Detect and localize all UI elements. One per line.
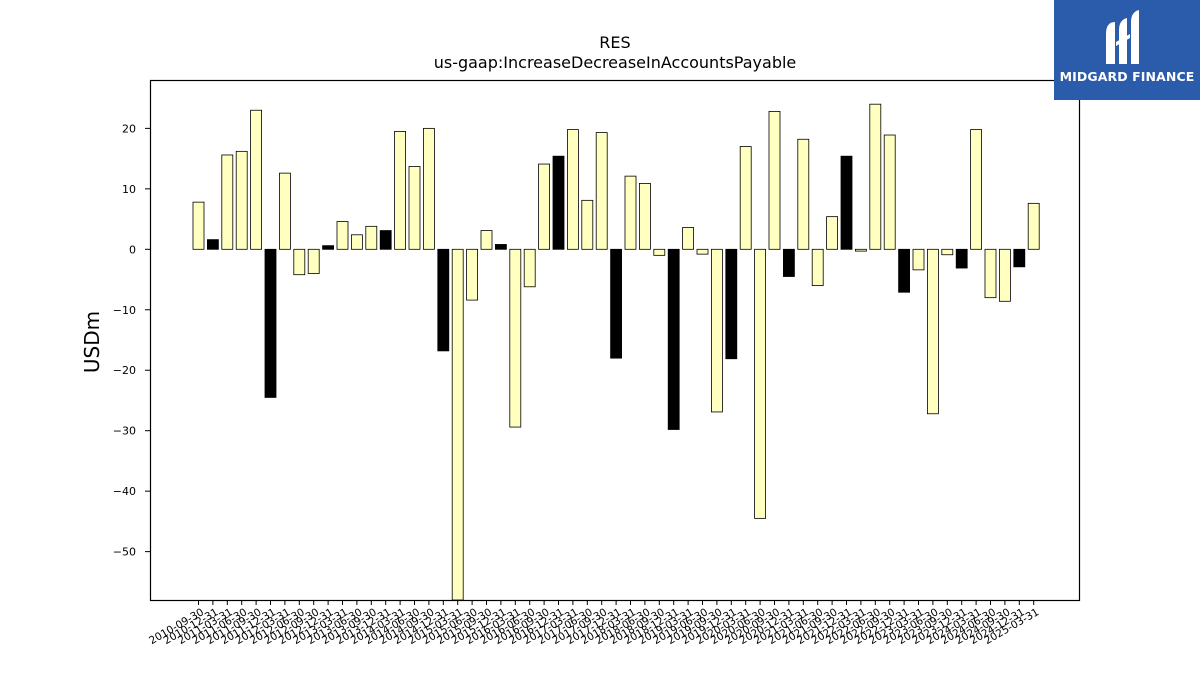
bar — [653, 248, 666, 256]
bar — [379, 230, 392, 250]
bar — [494, 244, 507, 250]
bar — [667, 248, 680, 430]
plot-frame — [149, 79, 1081, 602]
bar — [350, 234, 363, 250]
bar — [912, 248, 925, 271]
bar — [293, 248, 306, 276]
y-tick-label: −20 — [113, 364, 136, 377]
y-tick-label: 0 — [129, 243, 136, 256]
bar — [221, 154, 234, 250]
bar — [840, 155, 853, 250]
midgard-logo-icon — [1106, 10, 1139, 64]
bar — [509, 248, 522, 428]
bar — [206, 239, 219, 250]
bar — [466, 248, 479, 301]
bar — [278, 172, 291, 250]
bar — [451, 248, 464, 601]
bar — [523, 248, 536, 288]
bar — [826, 216, 838, 250]
bar — [552, 155, 565, 250]
brand-logo: MIDGARD FINANCE — [1054, 0, 1200, 100]
bar — [235, 150, 248, 250]
bar — [855, 248, 867, 252]
bar — [768, 111, 781, 250]
bar — [394, 130, 407, 250]
bar — [336, 221, 349, 250]
bar — [955, 248, 968, 269]
bar — [437, 248, 450, 352]
bar — [739, 146, 752, 250]
bar — [610, 248, 622, 359]
y-axis-label: USDm — [80, 311, 104, 373]
bar — [883, 134, 896, 250]
bar — [408, 166, 421, 250]
y-tick-label: −40 — [113, 485, 136, 498]
bar — [264, 248, 277, 398]
y-tick-label: −30 — [113, 425, 136, 438]
bar — [725, 248, 738, 360]
bar — [322, 245, 335, 250]
bar — [811, 248, 824, 286]
bar — [797, 138, 810, 250]
bar — [192, 201, 205, 250]
bar — [639, 182, 651, 250]
bar — [538, 163, 550, 250]
chart-title: RES — [599, 33, 630, 52]
bar — [624, 175, 637, 250]
bar — [365, 225, 378, 250]
bar — [869, 103, 882, 250]
bar — [1013, 248, 1026, 268]
brand-name: MIDGARD FINANCE — [1059, 69, 1195, 84]
bar — [696, 248, 709, 255]
bar — [682, 227, 694, 250]
bar — [250, 109, 263, 250]
bar — [999, 248, 1011, 302]
y-tick-label: −50 — [113, 546, 136, 559]
bar — [595, 132, 608, 250]
chart-subtitle: us-gaap:IncreaseDecreaseInAccountsPayabl… — [434, 53, 797, 72]
x-axis-ticks: 2010-09-302010-12-312011-03-312011-06-30… — [147, 600, 1041, 647]
bar — [941, 248, 954, 256]
bar — [1027, 202, 1040, 250]
bar — [422, 127, 435, 250]
bar — [927, 248, 939, 415]
bar — [783, 248, 795, 277]
y-tick-label: 20 — [122, 122, 136, 135]
bar — [898, 248, 910, 293]
y-tick-label: 10 — [122, 183, 136, 196]
bar — [754, 248, 766, 519]
bar — [567, 129, 579, 250]
bar — [711, 248, 723, 413]
bar — [480, 230, 493, 250]
y-axis-ticks: 20 10 0 −10 −20 −30 −40 −50 — [113, 122, 150, 559]
bar — [970, 129, 982, 250]
bar — [307, 248, 320, 274]
bars — [192, 103, 1040, 601]
bar — [984, 248, 997, 299]
bar — [581, 199, 594, 250]
y-tick-label: −10 — [113, 304, 136, 317]
